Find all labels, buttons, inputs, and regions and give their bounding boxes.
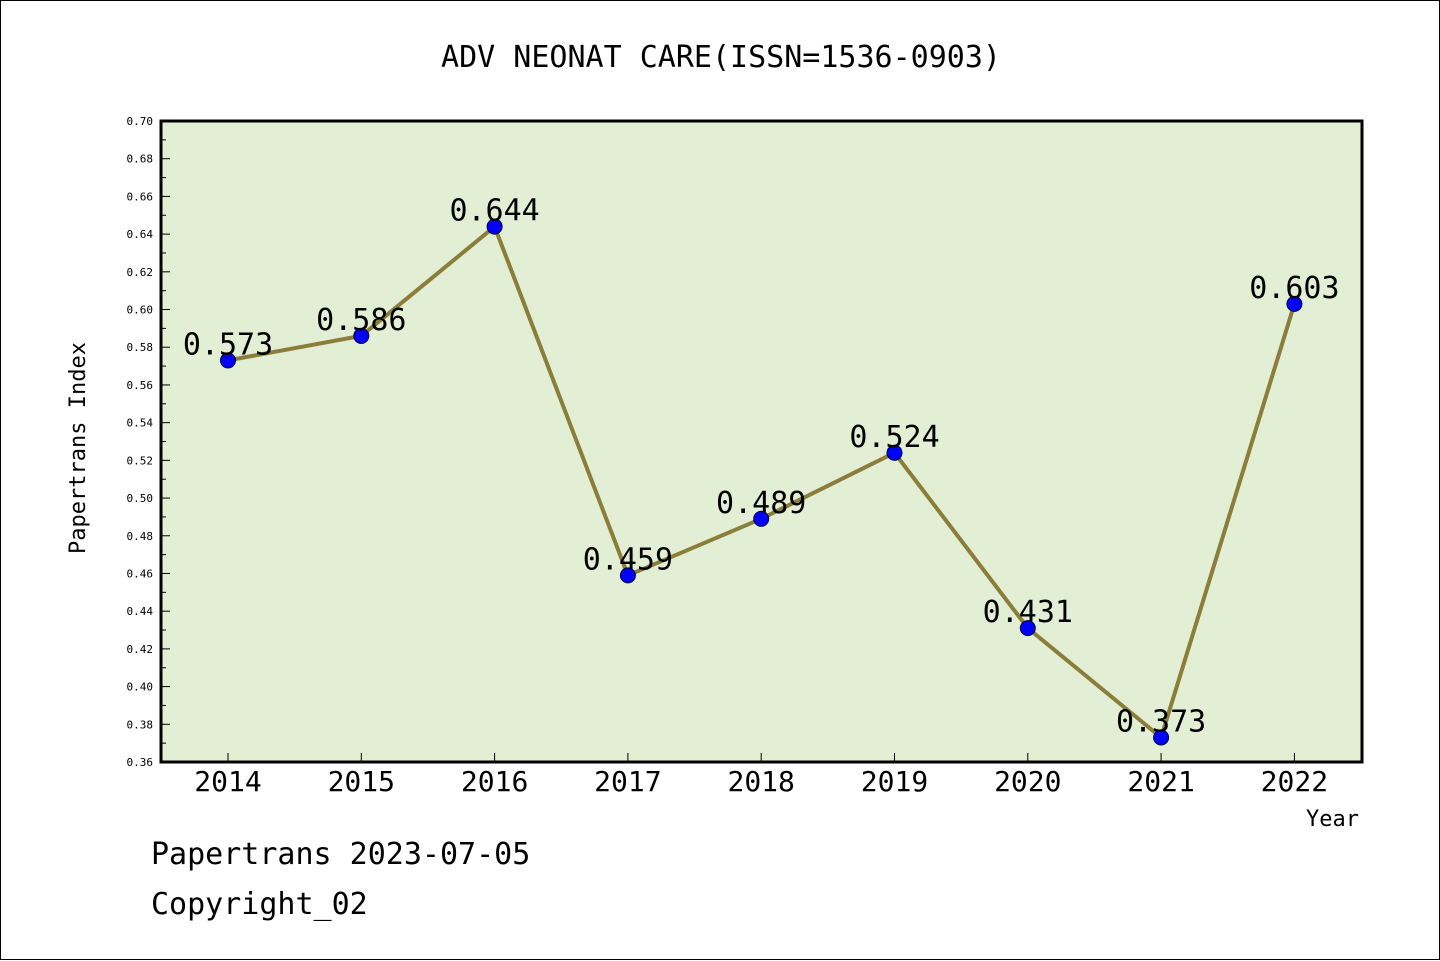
x-axis-label: Year: [1306, 807, 1359, 832]
chart-title: ADV NEONAT CARE(ISSN=1536-0903): [441, 40, 1001, 75]
data-point-marker: [619, 567, 636, 584]
y-tick-label: 0.44: [127, 605, 154, 618]
data-label: 0.459: [583, 542, 673, 577]
data-label: 0.373: [1116, 704, 1206, 739]
x-tick-label: 2022: [1261, 765, 1328, 798]
data-point-marker: [353, 327, 370, 344]
data-point-marker: [1019, 620, 1036, 637]
y-tick-label: 0.42: [127, 643, 154, 656]
x-tick-label: 2019: [861, 765, 928, 798]
y-axis-ticks: 0.36 0.38 0.40 0.42 0.44 0.46 0.48 0.50 0.52 0.54…: [127, 115, 170, 769]
y-tick-label: 0.46: [127, 567, 154, 580]
y-tick-label: 0.64: [127, 228, 154, 241]
x-tick-label: 2017: [594, 765, 661, 798]
x-axis-ticks: 2014 2015 2016 2017 2018 2019 2020 2021 2022: [194, 753, 1328, 798]
data-point-marker: [486, 218, 503, 235]
y-tick-label: 0.62: [127, 266, 154, 279]
x-tick-label: 2014: [194, 765, 261, 798]
data-point-marker: [1286, 295, 1303, 312]
x-tick-label: 2020: [994, 765, 1061, 798]
y-tick-label: 0.70: [127, 115, 154, 128]
y-tick-label: 0.50: [127, 492, 154, 505]
y-tick-label: 0.36: [127, 756, 154, 769]
y-tick-label: 0.48: [127, 530, 154, 543]
data-label: 0.431: [983, 595, 1073, 630]
x-tick-label: 2016: [461, 765, 528, 798]
data-label: 0.644: [449, 194, 539, 229]
data-label: 0.524: [849, 420, 939, 455]
y-tick-label: 0.38: [127, 718, 154, 731]
data-point-marker: [753, 510, 770, 527]
plot-area: [161, 121, 1362, 762]
y-tick-label: 0.68: [127, 153, 154, 166]
y-tick-label: 0.54: [127, 417, 154, 430]
x-tick-label: 2018: [727, 765, 794, 798]
x-tick-label: 2021: [1127, 765, 1194, 798]
data-label: 0.586: [316, 303, 406, 338]
footer-copyright: Copyright_02: [151, 887, 368, 922]
y-axis-label: Papertrans Index: [66, 342, 91, 554]
y-tick-label: 0.60: [127, 304, 154, 317]
footer-date: Papertrans 2023-07-05: [151, 837, 531, 872]
data-label: 0.603: [1249, 271, 1339, 306]
y-tick-label: 0.52: [127, 454, 154, 467]
y-tick-label: 0.56: [127, 379, 154, 392]
data-label: 0.489: [716, 486, 806, 521]
y-tick-label: 0.40: [127, 681, 154, 694]
x-tick-label: 2015: [328, 765, 395, 798]
y-tick-label: 0.66: [127, 190, 154, 203]
plot-border: [159, 119, 1364, 764]
data-point-marker: [886, 444, 903, 461]
y-tick-label: 0.58: [127, 341, 154, 354]
data-markers: [220, 218, 1303, 746]
data-point-marker: [1153, 729, 1170, 746]
data-label: 0.573: [183, 327, 273, 362]
data-labels: 0.573 0.586 0.644 0.459 0.489 0.524 0.431 0.373…: [183, 194, 1340, 740]
data-point-marker: [220, 352, 236, 369]
